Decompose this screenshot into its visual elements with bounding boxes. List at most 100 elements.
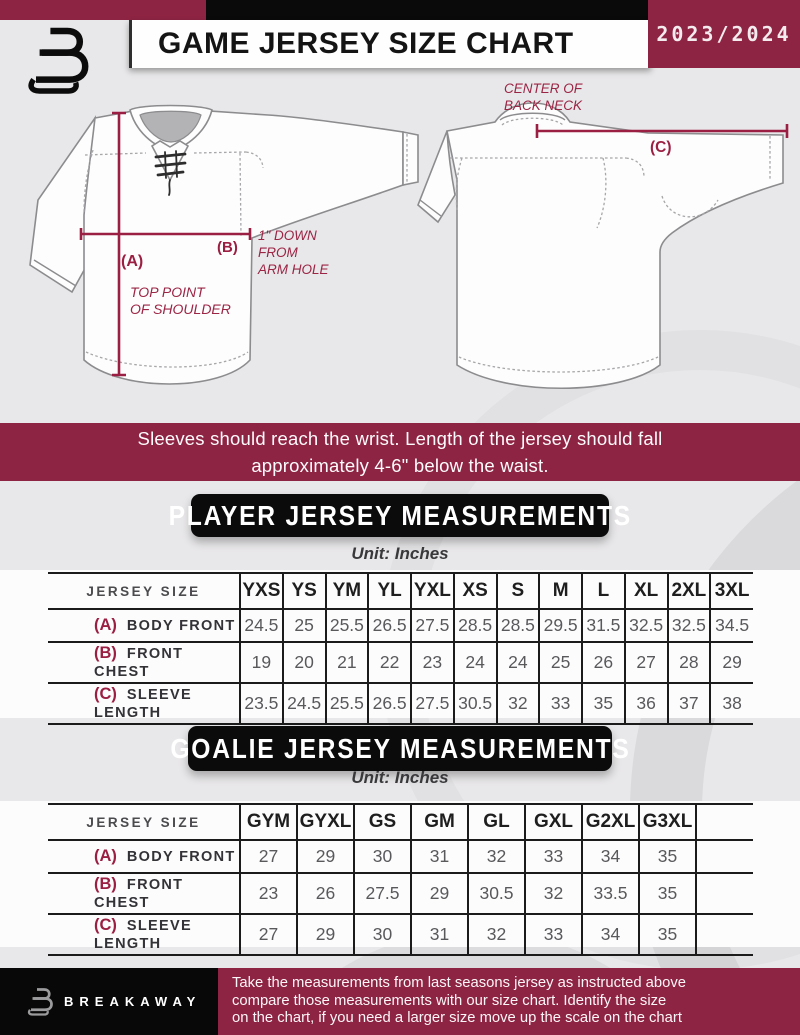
size-value-cell: 34 [581, 839, 639, 873]
size-value-cell: 19 [239, 641, 283, 683]
jersey-size-label: JERSEY SIZE [86, 583, 201, 599]
size-column-header: L [581, 573, 625, 609]
size-value-cell [695, 839, 753, 873]
size-value-cell: 38 [709, 682, 753, 724]
row-label: (C) SLEEVE LENGTH [48, 913, 240, 955]
size-column-header: G2XL [581, 804, 639, 840]
size-column-header: S [495, 573, 540, 609]
size-value-cell: 32 [467, 913, 525, 955]
row-label-text: FRONT CHEST [94, 646, 184, 680]
row-key: (C) [94, 685, 117, 703]
size-value-cell: 25 [538, 641, 582, 683]
size-value-cell: 30 [353, 913, 411, 955]
size-value-cell: 31 [410, 839, 468, 873]
measurement-row: (C) SLEEVE LENGTH 27 29 30 31 32 33 34 35 [48, 913, 753, 955]
footer-brand-name: BREAKAWAY [64, 994, 202, 1009]
size-value-cell: 23.5 [239, 682, 283, 724]
size-value-cell: 35 [638, 872, 696, 914]
size-value-cell: 33.5 [581, 872, 639, 914]
size-value-cell: 34 [581, 913, 639, 955]
size-value-cell: 29.5 [538, 608, 582, 642]
back-measurement-annotations: (C) CENTER OF BACK NECK [504, 81, 789, 156]
row-key: (C) [94, 916, 117, 934]
row-label-text: BODY FRONT [126, 849, 236, 865]
size-column-header: GXL [524, 804, 582, 840]
label-c-key: (C) [650, 139, 672, 156]
measurement-row: (A) BODY FRONT 24.5 25 25.5 26.5 27.5 28.5 28.5 2… [48, 608, 753, 642]
row-label: (B) FRONT CHEST [48, 872, 240, 914]
size-column-header: YXL [410, 573, 454, 609]
size-value-cell: 32.5 [623, 608, 668, 642]
fit-note-line1: Sleeves should reach the wrist. Length o… [137, 428, 663, 449]
label-c-line2: BACK NECK [504, 98, 583, 113]
size-value-cell: 23 [239, 872, 297, 914]
row-key: (B) [94, 644, 117, 662]
size-column-header: GL [467, 804, 525, 840]
size-value-cell: 31.5 [581, 608, 625, 642]
size-value-cell: 35 [638, 839, 696, 873]
size-column-header: GYXL [296, 804, 354, 840]
size-value-cell: 27 [239, 839, 297, 873]
table-header-row: JERSEY SIZE GYM GYXL GS GM GL GXL G2XL G3XL [48, 804, 753, 840]
size-value-cell: 32.5 [666, 608, 711, 642]
size-column-header: GM [410, 804, 468, 840]
footer: BREAKAWAY Take the measurements from las… [0, 968, 800, 1035]
row-label: (A) BODY FRONT [48, 839, 240, 873]
front-jersey-drawing [29, 104, 419, 385]
table-header-row: JERSEY SIZE YXS YS YM YL YXL XS S M L XL 2XL 3XL [48, 573, 753, 609]
size-value-cell: 24.5 [239, 608, 283, 642]
size-value-cell: 29 [296, 839, 354, 873]
size-column-header: XL [623, 573, 668, 609]
jersey-size-label: JERSEY SIZE [86, 814, 201, 830]
measurement-row: (A) BODY FRONT 27 29 30 31 32 33 34 35 [48, 839, 753, 873]
size-value-cell: 32 [524, 872, 582, 914]
size-value-cell: 25 [281, 608, 326, 642]
label-b-key: (B) [217, 239, 238, 256]
size-value-cell: 27 [623, 641, 668, 683]
size-column-header: GS [353, 804, 411, 840]
size-column-header: M [538, 573, 582, 609]
size-column-header: YL [367, 573, 411, 609]
label-a-line2: OF SHOULDER [130, 301, 231, 317]
size-value-cell: 27.5 [410, 608, 454, 642]
size-column-header: YS [281, 573, 326, 609]
size-column-header: 2XL [666, 573, 711, 609]
top-accent-strip [0, 0, 800, 20]
label-a-key: (A) [121, 253, 143, 270]
page-title: GAME JERSEY SIZE CHART [158, 27, 574, 60]
size-column-header: YM [324, 573, 369, 609]
label-c-line1: CENTER OF [504, 81, 583, 96]
label-a-line1: TOP POINT [130, 284, 206, 300]
size-value-cell: 29 [296, 913, 354, 955]
row-key: (B) [94, 875, 117, 893]
player-size-table: JERSEY SIZE YXS YS YM YL YXL XS S M L XL 2XL 3XL (A) B… [48, 572, 753, 725]
size-value-cell: 33 [538, 682, 582, 724]
size-value-cell: 33 [524, 913, 582, 955]
breakaway-b-icon [28, 27, 89, 94]
size-value-cell: 26 [296, 872, 354, 914]
size-value-cell: 33 [524, 839, 582, 873]
row-label-text: FRONT CHEST [94, 877, 184, 911]
row-key: (A) [94, 847, 117, 865]
player-unit-label: Unit: Inches [351, 544, 449, 563]
size-value-cell: 35 [581, 682, 625, 724]
size-value-cell: 20 [281, 641, 326, 683]
breakaway-b-icon-footer [27, 987, 53, 1016]
size-value-cell: 27.5 [410, 682, 454, 724]
measurement-row: (C) SLEEVE LENGTH 23.5 24.5 25.5 26.5 27.5 30.5… [48, 682, 753, 724]
size-value-cell: 32 [495, 682, 540, 724]
breakaway-monogram-logo [24, 22, 96, 105]
size-value-cell: 28.5 [495, 608, 540, 642]
size-column-header: G3XL [638, 804, 696, 840]
footer-instructions: Take the measurements from last seasons … [232, 975, 686, 1028]
footer-line3: on the chart, if you need a larger size … [232, 1010, 682, 1026]
label-b-line1: 1" DOWN [258, 228, 317, 243]
size-value-cell: 28 [666, 641, 711, 683]
footer-line1: Take the measurements from last seasons … [232, 975, 686, 991]
size-value-cell: 23 [410, 641, 454, 683]
size-value-cell: 35 [638, 913, 696, 955]
size-value-cell: 24 [452, 641, 497, 683]
size-value-cell: 34.5 [709, 608, 753, 642]
footer-line2: compare those measurements with our size… [232, 992, 667, 1009]
player-section-title: PLAYER JERSEY MEASUREMENTS [168, 499, 632, 531]
